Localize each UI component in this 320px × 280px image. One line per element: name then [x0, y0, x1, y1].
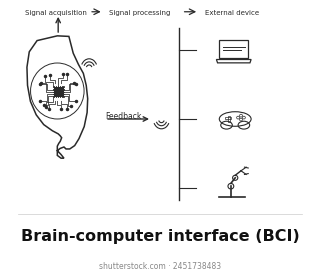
- Text: Brain-computer interface (BCI): Brain-computer interface (BCI): [20, 229, 300, 244]
- Bar: [225, 117, 231, 119]
- Text: External device: External device: [205, 10, 260, 16]
- Bar: [228, 116, 230, 122]
- Bar: [53, 86, 64, 97]
- Text: Signal acquisition: Signal acquisition: [25, 10, 87, 16]
- Text: Signal processing: Signal processing: [109, 10, 171, 16]
- Text: shutterstock.com · 2451738483: shutterstock.com · 2451738483: [99, 262, 221, 271]
- Text: Feedback: Feedback: [106, 112, 142, 121]
